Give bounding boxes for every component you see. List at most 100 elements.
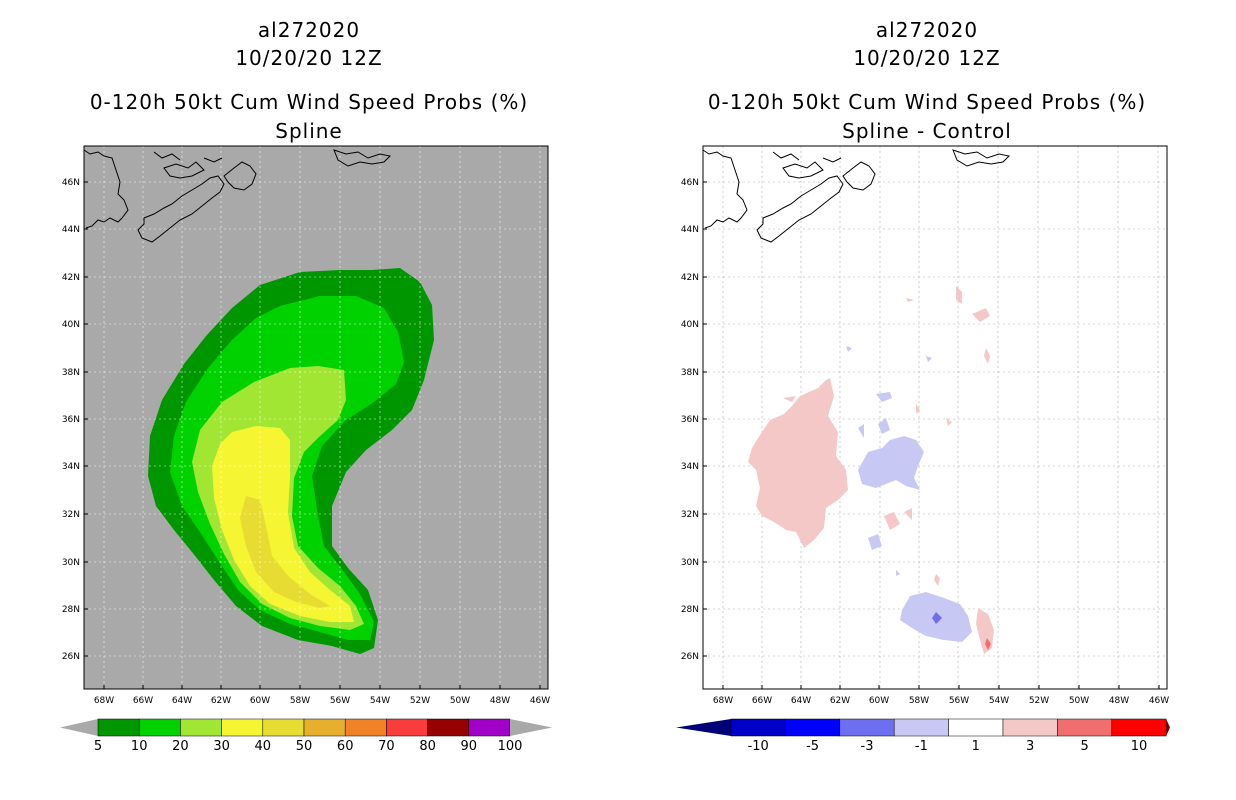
right-colorbar-box <box>1111 718 1167 737</box>
left-lon-label-66w: 66W <box>133 696 153 706</box>
right-diff-positive-tiny-1 <box>916 404 920 414</box>
left-colorbar-box <box>180 718 222 737</box>
right-colorbar-box <box>893 718 949 737</box>
right-diff-negative-tiny-2 <box>926 356 932 362</box>
right-diff-positive-north-3 <box>984 348 990 364</box>
left-colorbar-over-arrow <box>510 719 552 736</box>
right-colorbar-label: -3 <box>861 739 874 754</box>
left-lon-label-68w: 68W <box>94 696 114 706</box>
left-lat-label-28n: 28N <box>62 605 80 615</box>
left-colorbar-box <box>262 718 305 737</box>
right-colorbar-label: 1 <box>972 739 980 754</box>
right-lon-label-54w: 54W <box>989 696 1009 706</box>
left-grid <box>84 146 548 689</box>
right-diff-negative-core <box>932 612 942 624</box>
left-colorbar-box <box>386 718 428 737</box>
left-colorbar-label: 30 <box>213 739 230 754</box>
left-product-title: 0-120h 50kt Cum Wind Speed Probs (%) <box>89 90 529 114</box>
right-colorbar-box <box>730 718 786 737</box>
left-lon-label-56w: 56W <box>330 696 350 706</box>
left-lat-label-38n: 38N <box>62 368 80 378</box>
left-colorbar-label: 100 <box>498 739 523 754</box>
right-diff-negative-small-4 <box>868 534 882 550</box>
right-diff-positive-tiny-4 <box>906 298 914 302</box>
left-colorbar-label: 5 <box>94 739 102 754</box>
right-diff-positive-north-2 <box>972 308 990 322</box>
right-product-title: 0-120h 50kt Cum Wind Speed Probs (%) <box>707 90 1147 114</box>
right-lon-label-58w: 58W <box>909 696 929 706</box>
left-colorbar-box <box>97 718 140 737</box>
left-lat-label-44n: 44N <box>62 225 80 235</box>
right-date: 10/20/20 12Z <box>853 46 1001 70</box>
right-colorbar-label: 5 <box>1080 739 1088 754</box>
right-subtitle: Spline - Control <box>842 119 1012 143</box>
right-storm-id: al272020 <box>875 18 979 42</box>
left-lat-label-30n: 30N <box>62 558 80 568</box>
right-lat-label-32n: 32N <box>681 510 699 520</box>
left-lat-label-40n: 40N <box>62 320 80 330</box>
left-lon-label-62w: 62W <box>211 696 231 706</box>
right-diff-negative-small-3 <box>858 424 864 438</box>
right-lat-label-36n: 36N <box>681 415 699 425</box>
left-colorbar-box <box>221 718 264 737</box>
left-lon-label-64w: 64W <box>172 696 192 706</box>
right-lon-label-46w: 46W <box>1149 696 1169 706</box>
left-colorbar-box <box>427 718 470 737</box>
right-lat-label-28n: 28N <box>681 605 699 615</box>
right-lon-label-52w: 52W <box>1029 696 1049 706</box>
left-colorbar-label: 80 <box>419 739 436 754</box>
right-lon-label-56w: 56W <box>949 696 969 706</box>
right-diff-positive-north-1 <box>956 286 962 304</box>
right-lon-label-48w: 48W <box>1109 696 1129 706</box>
right-colorbar-label: -5 <box>806 739 819 754</box>
left-colorbar-box <box>468 718 511 737</box>
right-map-panel <box>702 145 1168 690</box>
right-diff-negative-tiny-3 <box>896 570 900 576</box>
right-diff-positive-small <box>783 396 796 402</box>
left-lat-label-32n: 32N <box>62 510 80 520</box>
right-diff-negative-small-2 <box>878 418 890 434</box>
right-lon-label-50w: 50W <box>1069 696 1089 706</box>
right-colorbar-box <box>785 718 841 737</box>
right-lat-label-44n: 44N <box>681 225 699 235</box>
right-colorbar-label: 10 <box>1131 739 1148 754</box>
right-lat-label-38n: 38N <box>681 368 699 378</box>
left-colorbar-label: 90 <box>461 739 478 754</box>
left-colorbar-label: 40 <box>255 739 272 754</box>
left-colorbar-label: 20 <box>172 739 189 754</box>
right-colorbar-over-arrow <box>1166 719 1170 736</box>
left-lon-tick-labels: 68W 66W 64W 62W 60W 58W 56W 54W 52W 50W 48W 46W <box>94 685 550 706</box>
left-lat-label-36n: 36N <box>62 415 80 425</box>
right-lat-label-34n: 34N <box>681 462 699 472</box>
left-lon-label-60w: 60W <box>250 696 270 706</box>
right-colorbar-box <box>1002 718 1058 737</box>
left-lon-label-50w: 50W <box>450 696 470 706</box>
left-date: 10/20/20 12Z <box>235 46 383 70</box>
right-lon-tick-labels: 68W 66W 64W 62W 60W 58W 56W 54W 52W 50W 48W 46W <box>713 685 1169 706</box>
right-colorbar-label: 3 <box>1026 739 1034 754</box>
right-diff-positive-tiny-3 <box>934 574 940 586</box>
left-colorbar-box <box>344 718 387 737</box>
left-lon-label-54w: 54W <box>370 696 390 706</box>
right-lon-label-68w: 68W <box>713 696 733 706</box>
right-lon-label-62w: 62W <box>830 696 850 706</box>
left-lat-label-26n: 26N <box>62 652 80 662</box>
right-diff-positive-tiny-2 <box>946 418 952 426</box>
right-diff-negative-small-1 <box>876 392 892 402</box>
right-lon-label-66w: 66W <box>752 696 772 706</box>
right-diff-positive-core <box>985 638 991 650</box>
left-subtitle: Spline <box>275 119 343 143</box>
right-lon-label-60w: 60W <box>869 696 889 706</box>
left-map-panel <box>83 145 549 690</box>
left-lon-label-48w: 48W <box>490 696 510 706</box>
left-colorbar-label: 50 <box>296 739 313 754</box>
right-lat-label-46n: 46N <box>681 178 699 188</box>
right-colorbar-box <box>948 718 1004 737</box>
left-lat-label-46n: 46N <box>62 178 80 188</box>
right-diff-negative-tiny-1 <box>846 346 852 352</box>
right-diff-positive-small-3 <box>904 508 912 520</box>
right-lat-label-42n: 42N <box>681 273 699 283</box>
left-lat-label-42n: 42N <box>62 273 80 283</box>
left-lon-label-58w: 58W <box>290 696 310 706</box>
